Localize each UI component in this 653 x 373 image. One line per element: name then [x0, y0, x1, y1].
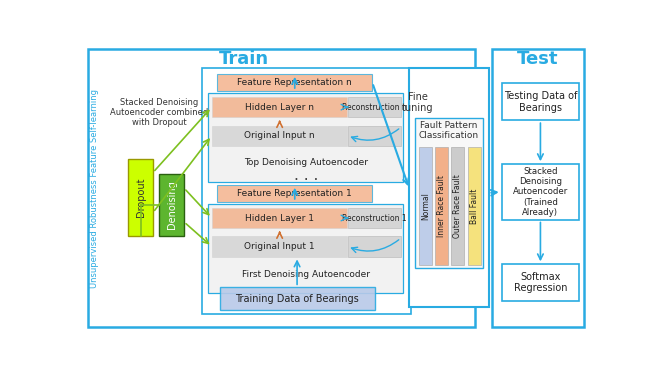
Bar — [409, 68, 488, 307]
Text: . . .: . . . — [295, 168, 319, 183]
Text: Train: Train — [219, 50, 270, 68]
Bar — [202, 68, 411, 314]
Text: Inner Race Fault: Inner Race Fault — [437, 175, 446, 237]
Text: Dropout: Dropout — [136, 178, 146, 217]
Bar — [217, 185, 372, 202]
Bar — [219, 287, 375, 310]
Text: Top Denoising Autoencoder: Top Denoising Autoencoder — [244, 158, 368, 167]
Text: Outer Race Fault: Outer Race Fault — [453, 174, 462, 238]
Text: Normal: Normal — [421, 192, 430, 220]
Bar — [451, 147, 464, 265]
Bar — [468, 147, 481, 265]
Text: Hidden Layer n: Hidden Layer n — [245, 103, 314, 112]
Text: Stacked Denoising
Autoencoder combined
with Dropout: Stacked Denoising Autoencoder combined w… — [110, 98, 208, 128]
Text: Original Input n: Original Input n — [244, 131, 315, 140]
Bar — [502, 83, 579, 120]
Text: Ball Fault: Ball Fault — [470, 188, 479, 224]
Bar — [492, 49, 584, 327]
Bar — [212, 126, 347, 145]
Text: Training Data of Bearings: Training Data of Bearings — [235, 294, 359, 304]
Bar — [502, 164, 579, 220]
Text: Feature Representation n: Feature Representation n — [238, 78, 352, 87]
Bar — [159, 174, 184, 236]
Bar — [212, 236, 347, 257]
Bar — [88, 49, 475, 327]
Text: Feature Representation 1: Feature Representation 1 — [238, 189, 352, 198]
Bar — [435, 147, 448, 265]
Text: Denoising: Denoising — [167, 181, 176, 229]
Text: Fine
tuning: Fine tuning — [402, 92, 433, 113]
Text: Reconstruction n: Reconstruction n — [342, 103, 407, 112]
Text: Unsupervised Robustness Feature Self-learning: Unsupervised Robustness Feature Self-lea… — [89, 89, 99, 288]
Bar — [502, 264, 579, 301]
Text: Softmax
Regression: Softmax Regression — [514, 272, 567, 294]
Bar — [128, 159, 153, 236]
Bar — [217, 74, 372, 91]
Bar — [419, 147, 432, 265]
Bar — [348, 208, 401, 228]
Bar — [208, 204, 404, 293]
Text: Hidden Layer 1: Hidden Layer 1 — [245, 213, 314, 223]
Bar — [415, 118, 483, 268]
Bar — [212, 208, 347, 228]
Bar — [348, 236, 401, 257]
Text: Testing Data of
Bearings: Testing Data of Bearings — [503, 91, 577, 113]
Text: First Denoising Autoencoder: First Denoising Autoencoder — [242, 270, 370, 279]
Text: Original Input 1: Original Input 1 — [244, 242, 315, 251]
Bar — [212, 97, 347, 117]
Text: Reconstruction 1: Reconstruction 1 — [342, 213, 407, 223]
Bar — [208, 93, 404, 182]
Bar — [348, 97, 401, 117]
Text: Stacked
Denoising
Autoencoder
(Trained
Already): Stacked Denoising Autoencoder (Trained A… — [513, 166, 568, 217]
Text: Fault Pattern
Classification: Fault Pattern Classification — [419, 120, 479, 140]
Bar — [348, 126, 401, 145]
Text: Test: Test — [517, 50, 559, 68]
